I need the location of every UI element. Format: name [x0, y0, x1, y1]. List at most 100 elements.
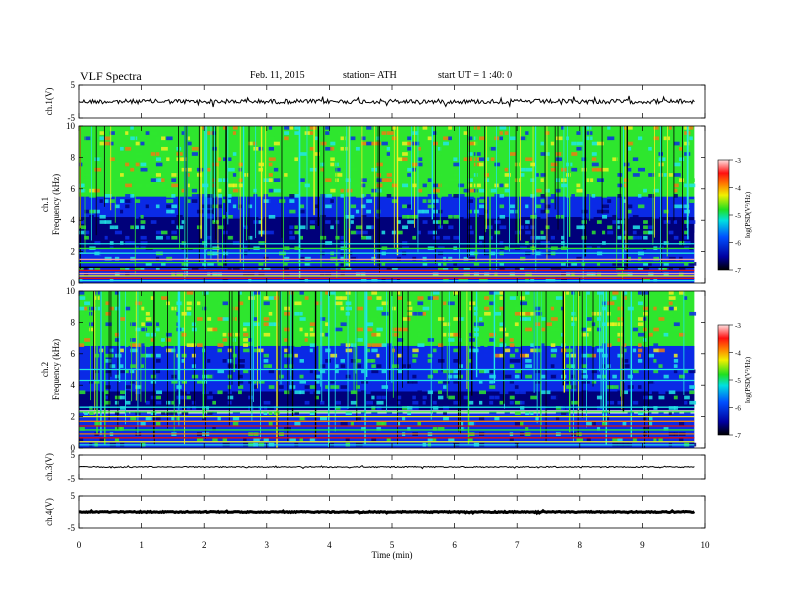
spectrogram-cell [125, 395, 131, 400]
spectrogram-cell [494, 311, 502, 316]
spectrogram-cell [325, 188, 331, 193]
spectrogram-cell [125, 235, 130, 240]
spectrogram-cell [166, 235, 170, 240]
spectrogram-cell [396, 220, 401, 224]
colorbar-tick-label: -4 [735, 350, 741, 358]
spectrogram-cell [478, 416, 485, 421]
spectrogram-cell [586, 416, 593, 421]
spectrogram-cell [643, 225, 648, 230]
spectrogram-cell [299, 209, 307, 214]
spectrogram-cell [596, 178, 604, 182]
spectrogram-cell [114, 204, 120, 209]
spectrogram-cell [673, 188, 678, 193]
spectrogram-cell [386, 173, 392, 177]
spectrogram-cell [299, 379, 307, 384]
spectrogram-cell [320, 214, 327, 219]
spectrogram-cell [545, 157, 551, 162]
spectrogram-cell [448, 369, 454, 374]
spectrogram-cell [284, 131, 290, 135]
spectrogram-cell [294, 421, 301, 426]
spectrogram-cell [422, 364, 429, 368]
spectrogram-cell [320, 400, 325, 405]
spectrogram-cell [596, 385, 604, 389]
spectrogram-cell [278, 385, 284, 389]
spectrogram-cell [453, 311, 458, 316]
spectrogram-cell [289, 209, 296, 214]
spectrogram-cell [653, 277, 658, 282]
spectrogram-cell [227, 267, 232, 271]
spectrogram-cell [412, 306, 416, 311]
spectrogram-cell [437, 317, 445, 321]
spectrogram-cell [499, 262, 505, 266]
spectrogram-cell [161, 188, 167, 193]
x-tick-label: 9 [640, 540, 645, 550]
spectrogram-cell [207, 162, 213, 167]
spectrogram-cell [114, 277, 121, 282]
spectrogram-cell [304, 338, 308, 342]
spectrogram-cell [89, 194, 97, 198]
spectrogram-cell [125, 162, 130, 167]
spectrogram-cell [602, 353, 608, 358]
spectrogram-cell [402, 311, 409, 316]
spectrogram-cell [314, 146, 320, 151]
spectrogram-cell [478, 157, 486, 162]
spectrogram-cell [643, 220, 648, 224]
spectrogram-cell [422, 183, 427, 188]
y-tick-label: 8 [71, 152, 76, 162]
spectrogram-cell [284, 327, 290, 332]
spectrogram-cell [355, 146, 360, 151]
spectrogram-cell [263, 411, 268, 416]
spectrogram-cell [171, 194, 176, 198]
spectrogram-cell [448, 194, 452, 198]
spectrogram-cell [355, 126, 361, 130]
spectrogram-cell [509, 152, 517, 156]
spectrogram-cell [596, 183, 605, 188]
spectrogram-cell [371, 369, 379, 374]
spectrogram-cell [243, 272, 250, 277]
spectrogram-cell [381, 348, 387, 353]
spectrogram-cell [263, 199, 271, 203]
spectrogram-cell [196, 343, 204, 347]
y-tick-label: 6 [71, 349, 76, 359]
spectrogram-cell [79, 225, 87, 230]
spectrogram-cell [371, 332, 378, 337]
spectrogram-cell [202, 416, 206, 421]
spectrogram-cell [396, 395, 402, 400]
spectrogram-cell [340, 296, 348, 300]
spectrogram-cell [494, 214, 498, 219]
spectrogram-cell [432, 296, 439, 300]
spectrogram-cell [381, 385, 389, 389]
spectrogram-cell [432, 369, 438, 374]
spectrogram-cell [299, 152, 307, 156]
spectrogram-cell [268, 421, 273, 426]
spectrogram-cell [227, 157, 232, 162]
spectrogram-cell [155, 353, 161, 358]
spectrogram-cell [120, 241, 124, 245]
spectrogram-cell [540, 291, 548, 295]
spectrogram-cell [566, 379, 572, 384]
spectrogram-cell [253, 427, 260, 431]
spectrogram-cell [350, 204, 357, 209]
spectrogram-cell [684, 379, 690, 384]
spectrogram-cell [340, 343, 347, 347]
spectrogram-cell [125, 374, 132, 379]
spectrogram-cell [499, 296, 503, 300]
spectrogram-cell [325, 126, 331, 130]
spectrogram-cell [596, 317, 601, 321]
spectrogram-cell [94, 188, 100, 193]
spectrogram-cell [350, 136, 356, 141]
spectrogram-cell [514, 306, 520, 311]
spectrogram-cell [637, 332, 645, 337]
spectrogram-cell [330, 296, 334, 300]
spectrogram-cell [309, 126, 317, 130]
spectrogram-cell [217, 178, 225, 182]
spectrogram-cell [566, 194, 571, 198]
spectrogram-cell [514, 390, 520, 395]
spectrogram-cell [171, 173, 179, 177]
spectrogram-cell [161, 178, 165, 182]
spectrogram-cell [299, 235, 303, 240]
spectrogram-cell [586, 379, 590, 384]
spectrogram-cell [402, 406, 409, 410]
y-tick-label: 5 [71, 491, 76, 501]
spectrogram-cell [622, 359, 629, 363]
